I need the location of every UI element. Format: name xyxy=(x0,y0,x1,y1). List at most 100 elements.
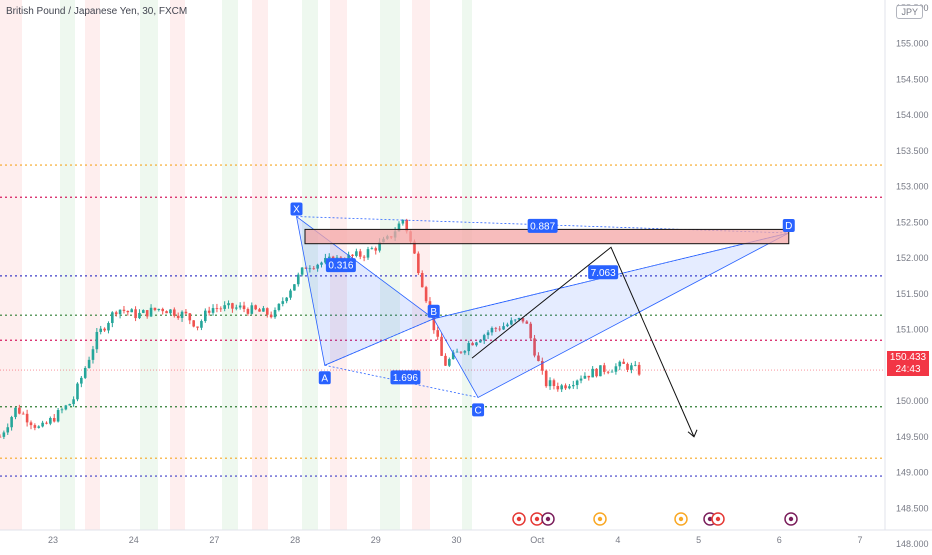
candle-body xyxy=(610,371,614,373)
candle-body xyxy=(169,309,172,314)
time-tick-label: Oct xyxy=(530,535,545,545)
candle-body xyxy=(25,413,29,423)
time-tick-label: 4 xyxy=(615,535,620,545)
candle-body xyxy=(223,305,226,309)
candle-body xyxy=(324,257,327,263)
time-tick-label: 30 xyxy=(451,535,461,545)
candle-body xyxy=(258,309,261,312)
time-tick-label: 29 xyxy=(371,535,381,545)
pivot-label-d: D xyxy=(785,221,792,232)
price-tick-label: 151.500 xyxy=(896,289,929,299)
candle-body xyxy=(231,303,234,309)
currency-badge[interactable]: JPY xyxy=(896,5,923,19)
current-price-tag: 150.433 24:43 xyxy=(887,351,929,376)
candle-body xyxy=(83,368,87,378)
ratio-badge xyxy=(588,265,619,280)
candle-body xyxy=(211,308,215,313)
candle-body xyxy=(72,399,75,405)
pivot-badge-d xyxy=(782,218,795,232)
candle-body xyxy=(579,378,583,381)
candle-body xyxy=(254,305,257,310)
time-tick-label: 6 xyxy=(777,535,782,545)
price-tick-label: 148.000 xyxy=(896,539,929,549)
candle-body xyxy=(296,274,300,285)
candle-body xyxy=(614,366,618,372)
candle-body xyxy=(33,425,37,428)
candle-body xyxy=(502,326,505,330)
candle-body xyxy=(544,370,548,387)
candle-body xyxy=(184,311,188,314)
candle-body xyxy=(548,380,552,387)
candle-body xyxy=(312,268,316,270)
economic-event-dot xyxy=(545,516,551,522)
candle-body xyxy=(618,361,622,367)
economic-event-dot xyxy=(516,516,522,522)
economic-event-dot xyxy=(715,516,721,522)
price-tick-label: 152.500 xyxy=(896,217,929,227)
candle-body xyxy=(587,375,591,378)
candle-body xyxy=(479,340,482,343)
candle-body xyxy=(401,219,405,224)
candle-body xyxy=(118,309,122,315)
candle-body xyxy=(424,287,428,302)
candle-body xyxy=(494,327,498,329)
candle-body xyxy=(196,326,199,328)
candle-body xyxy=(455,351,459,353)
candle-body xyxy=(420,273,424,288)
candle-body xyxy=(269,314,273,318)
candle-body xyxy=(242,305,246,310)
economic-event-dot xyxy=(707,516,713,522)
candle-body xyxy=(246,309,250,314)
candle-body xyxy=(192,320,195,327)
candle-body xyxy=(107,323,110,331)
candle-body xyxy=(498,328,501,330)
session-band xyxy=(60,0,75,530)
candle-body xyxy=(316,264,319,269)
candle-body xyxy=(18,407,21,414)
session-band xyxy=(380,0,400,530)
candle-body xyxy=(21,413,25,415)
candle-body xyxy=(568,386,571,389)
candle-body xyxy=(370,248,374,250)
candle-body xyxy=(560,385,563,390)
economic-event-dot xyxy=(534,516,540,522)
candle-body xyxy=(285,297,288,302)
candle-body xyxy=(68,404,72,406)
candle-body xyxy=(2,432,6,437)
candle-body xyxy=(281,301,285,304)
candle-body xyxy=(351,254,354,256)
price-tick-label: 151.000 xyxy=(896,325,929,335)
candle-body xyxy=(91,349,95,360)
candle-body xyxy=(265,308,269,315)
pattern-xab xyxy=(295,215,435,366)
candle-body xyxy=(606,371,610,373)
candle-body xyxy=(517,318,521,320)
candle-body xyxy=(521,318,525,322)
candle-body xyxy=(513,319,517,321)
candle-body xyxy=(552,380,556,387)
pivot-label-c: C xyxy=(474,405,481,416)
candle-body xyxy=(436,330,440,337)
candle-body xyxy=(417,253,420,274)
candle-body xyxy=(37,426,41,428)
candle-body xyxy=(575,380,579,386)
candle-body xyxy=(234,307,238,309)
candle-body xyxy=(320,262,323,265)
candle-body xyxy=(111,312,114,324)
pivot-label-a: A xyxy=(321,373,328,384)
time-tick-label: 24 xyxy=(129,535,139,545)
candle-body xyxy=(250,305,254,314)
candle-body xyxy=(471,343,474,346)
candle-body xyxy=(482,335,486,341)
ratio-label: 0.316 xyxy=(328,261,353,272)
price-tick-label: 149.000 xyxy=(896,468,929,478)
candle-body xyxy=(215,308,219,309)
time-tick-label: 27 xyxy=(209,535,219,545)
candle-body xyxy=(463,351,467,353)
session-band xyxy=(85,0,100,530)
candle-body xyxy=(273,309,277,318)
candle-body xyxy=(103,328,106,331)
candle-body xyxy=(355,251,358,256)
